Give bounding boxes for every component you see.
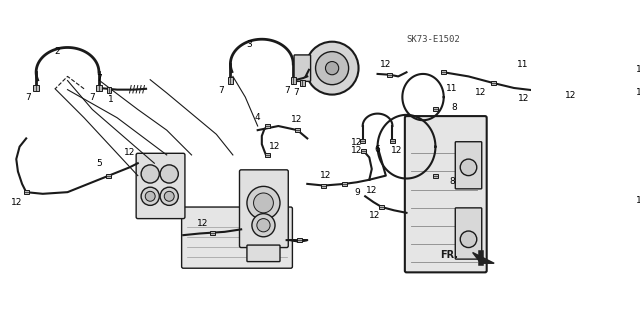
Text: 12: 12 [369,211,381,220]
Text: 12: 12 [124,148,135,157]
Circle shape [316,52,349,85]
Bar [491,81,496,85]
Bar [433,174,438,178]
Text: 12: 12 [518,94,529,103]
Polygon shape [472,253,494,263]
Circle shape [247,186,280,219]
Bar [24,190,29,194]
Text: 12: 12 [196,219,208,228]
Bar [360,139,365,143]
Text: 7: 7 [96,74,102,83]
FancyBboxPatch shape [239,170,288,248]
Bar [390,139,395,143]
Bar [532,88,537,93]
Circle shape [164,191,174,201]
Text: 12: 12 [11,197,22,207]
Bar [33,85,39,91]
Text: 1: 1 [108,95,113,104]
Text: 12: 12 [564,91,576,100]
Bar [296,238,301,242]
Bar [265,124,270,128]
Text: 12: 12 [269,142,280,151]
Circle shape [160,165,179,183]
Text: SK73-E1502: SK73-E1502 [406,35,460,44]
Text: 11: 11 [446,84,458,93]
Bar [300,80,305,86]
Bar [106,87,111,93]
Text: 5: 5 [96,159,102,168]
Text: 12: 12 [291,115,302,124]
Text: 4: 4 [255,113,260,122]
Bar [578,85,582,89]
Text: 12: 12 [320,171,331,180]
Text: 12: 12 [351,146,363,155]
Text: 12: 12 [391,146,403,155]
Text: 8: 8 [449,177,455,186]
Circle shape [141,165,159,183]
Text: 7: 7 [284,86,289,95]
Text: 7: 7 [25,93,31,101]
Text: 12: 12 [636,65,640,74]
Text: 7: 7 [293,88,299,97]
Circle shape [460,231,477,248]
Circle shape [141,187,159,205]
Bar [380,205,384,209]
FancyBboxPatch shape [247,245,280,262]
Circle shape [257,219,270,232]
Bar [291,77,296,84]
Text: 7: 7 [218,86,224,95]
Circle shape [306,42,358,95]
Text: FR.: FR. [440,250,458,260]
FancyBboxPatch shape [182,207,292,268]
Bar [627,198,632,203]
Text: 12: 12 [476,88,486,97]
Bar [96,85,102,91]
FancyBboxPatch shape [294,55,310,81]
Circle shape [253,193,273,213]
Circle shape [145,191,155,201]
Bar [210,231,214,235]
Text: 3: 3 [246,41,252,49]
FancyBboxPatch shape [455,208,482,259]
Bar [265,153,270,157]
Bar [321,183,326,188]
Text: 12: 12 [636,196,640,205]
Text: 12: 12 [351,138,363,147]
Bar [228,77,233,84]
Bar [433,108,438,111]
Circle shape [160,187,179,205]
Circle shape [326,62,339,75]
Text: 9: 9 [354,188,360,197]
Text: 7: 7 [90,93,95,101]
Circle shape [460,159,477,176]
Bar [342,182,347,186]
FancyBboxPatch shape [455,142,482,189]
Text: 2: 2 [55,47,60,56]
Bar [441,70,446,74]
Text: 10: 10 [636,88,640,97]
FancyBboxPatch shape [405,116,486,272]
Text: 12: 12 [366,186,378,195]
Text: 11: 11 [516,60,528,69]
FancyBboxPatch shape [136,153,185,219]
Bar [387,73,392,77]
Text: 12: 12 [380,60,392,69]
Bar [106,174,111,178]
Bar [629,60,634,63]
Bar [361,149,366,153]
Circle shape [252,214,275,237]
Text: 8: 8 [452,103,458,112]
Bar [295,128,300,132]
Text: 6: 6 [374,145,380,154]
